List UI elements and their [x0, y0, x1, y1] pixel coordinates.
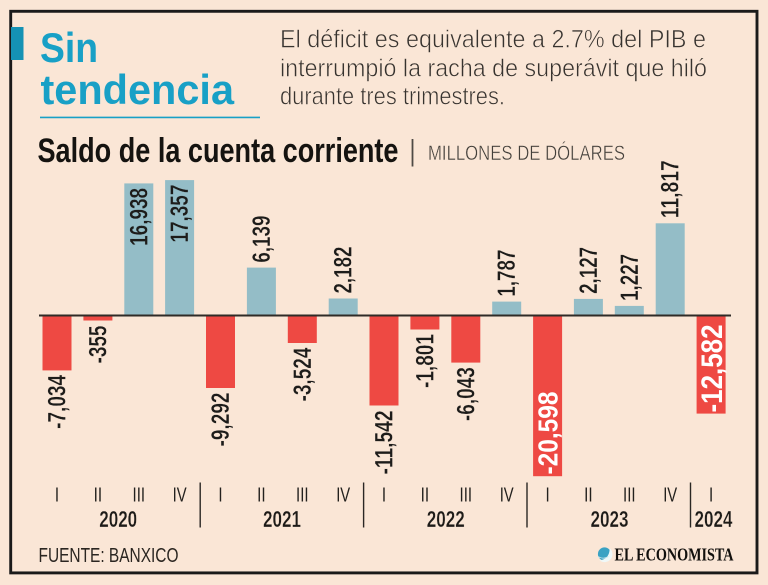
svg-text:FUENTE: BANXICO: FUENTE: BANXICO: [39, 545, 179, 567]
svg-text:-7,034: -7,034: [44, 375, 72, 429]
svg-text:tendencia: tendencia: [41, 66, 235, 113]
svg-text:Sin: Sin: [40, 24, 98, 71]
svg-text:-355: -355: [84, 325, 112, 363]
svg-text:16,938: 16,938: [125, 188, 153, 246]
svg-text:III: III: [133, 485, 146, 507]
svg-text:2021: 2021: [263, 506, 301, 532]
svg-text:-12,582: -12,582: [696, 325, 729, 413]
svg-text:II: II: [584, 485, 593, 507]
svg-text:1,787: 1,787: [493, 250, 521, 297]
svg-text:I: I: [709, 485, 713, 507]
svg-text:I: I: [382, 485, 386, 507]
svg-text:-20,598: -20,598: [533, 392, 564, 475]
svg-text:I: I: [55, 485, 59, 507]
svg-text:IV: IV: [663, 485, 677, 507]
svg-text:2022: 2022: [427, 506, 465, 532]
svg-text:6,139: 6,139: [248, 216, 276, 263]
svg-text:EL ECONOMISTA: EL ECONOMISTA: [615, 545, 734, 565]
svg-text:2,127: 2,127: [575, 247, 603, 294]
svg-text:2020: 2020: [99, 506, 137, 532]
svg-text:I: I: [218, 485, 222, 507]
svg-text:-6,043: -6,043: [452, 367, 480, 421]
svg-text:IV: IV: [173, 485, 187, 507]
svg-text:2024: 2024: [695, 506, 733, 532]
svg-text:17,357: 17,357: [166, 185, 194, 243]
svg-text:-11,542: -11,542: [371, 411, 399, 475]
svg-text:III: III: [460, 485, 473, 507]
svg-text:II: II: [257, 485, 266, 507]
svg-text:El déficit es equivalente a 2.: El déficit es equivalente a 2.7% del PIB…: [280, 26, 706, 54]
svg-text:II: II: [421, 485, 430, 507]
svg-text:-1,801: -1,801: [411, 334, 439, 388]
svg-text:I: I: [546, 485, 550, 507]
svg-text:1,227: 1,227: [616, 254, 644, 301]
svg-text:III: III: [296, 485, 309, 507]
svg-text:2023: 2023: [591, 506, 629, 532]
svg-text:durante tres trimestres.: durante tres trimestres.: [280, 83, 505, 111]
svg-text:II: II: [94, 485, 103, 507]
svg-text:11,817: 11,817: [657, 160, 685, 218]
svg-text:III: III: [623, 485, 636, 507]
svg-text:Saldo de la cuenta corriente: Saldo de la cuenta corriente: [38, 132, 399, 170]
svg-text:-9,292: -9,292: [207, 393, 235, 447]
svg-text:IV: IV: [336, 485, 350, 507]
svg-text:IV: IV: [500, 485, 514, 507]
svg-text:interrumpió la racha de superá: interrumpió la racha de superávit que hi…: [280, 55, 707, 83]
svg-text:2,182: 2,182: [330, 247, 358, 294]
svg-text:-3,524: -3,524: [289, 347, 317, 401]
svg-text:MILLONES DE DÓLARES: MILLONES DE DÓLARES: [428, 142, 625, 165]
